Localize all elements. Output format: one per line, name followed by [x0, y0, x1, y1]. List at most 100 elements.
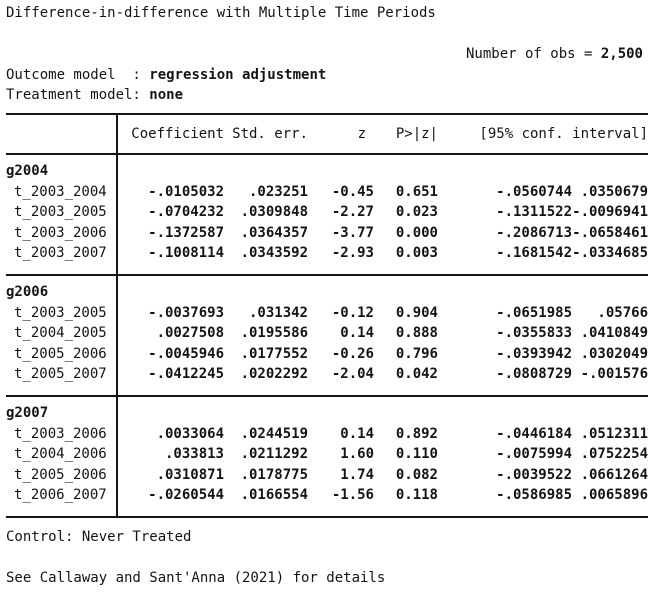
header-p-value: P>|z| [395, 125, 438, 142]
table-group-g2007: g2007 t_2003_2006 .0033064 .0244519 0.14 0.89… [6, 397, 648, 518]
cell-coef: -.0704232 [148, 204, 224, 221]
cell-z: -2.04 [331, 366, 374, 383]
treatment-model-value: none [149, 87, 184, 104]
table-row: t_2006_2007 -.0260544 .0166554 -1.56 0.118 -.… [6, 485, 648, 506]
table-body: g2004 t_2003_2004 -.0105032 .023251 -0.45 0.6… [6, 155, 648, 518]
control-note: Control: Never Treated [6, 528, 192, 545]
cell-z: -1.56 [331, 487, 374, 504]
cell-z: 1.74 [340, 466, 374, 483]
cell-ci_low: -.0446184 [496, 425, 572, 442]
table-group-label-row: g2004 [6, 161, 648, 182]
table-row: t_2003_2006 -.1372587 .0364357 -3.77 0.000 -.… [6, 223, 648, 244]
cell-p: 0.888 [395, 325, 438, 342]
cell-ci_high: -.0658461 [572, 224, 648, 241]
row-label: t_2003_2006 [14, 224, 107, 241]
row-label: t_2006_2007 [14, 487, 107, 504]
outcome-model-line: Outcome model : regression adjustment [0, 65, 653, 86]
spacer-line [0, 24, 653, 45]
cell-p: 0.023 [395, 204, 438, 221]
group-label: g2004 [6, 162, 49, 179]
cell-p: 0.796 [395, 345, 438, 362]
cell-p: 0.110 [395, 446, 438, 463]
cell-p: 0.082 [395, 466, 438, 483]
table-vertical-rule [116, 114, 118, 518]
cell-coef: -.0105032 [148, 183, 224, 200]
page-title: Difference-in-difference with Multiple T… [6, 5, 436, 21]
table-row: t_2004_2005 .0027508 .0195586 0.14 0.888 -.03… [6, 323, 648, 344]
table-row: t_2003_2005 -.0037693 .031342 -0.12 0.904 -.0… [6, 303, 648, 324]
cell-ci_low: -.0651985 [496, 304, 572, 321]
header-z: z [357, 125, 366, 142]
treatment-model-line: Treatment model: none [0, 85, 653, 106]
cell-coef: -.0037693 [148, 304, 224, 321]
cell-coef: .033813 [164, 446, 224, 463]
row-label: t_2005_2006 [14, 345, 107, 362]
cell-ci_high: .05766 [597, 304, 648, 321]
cell-coef: .0033064 [156, 425, 224, 442]
header-coefficient: Coefficient [131, 125, 224, 142]
outcome-model-value: regression adjustment [149, 66, 327, 83]
row-label: t_2004_2005 [14, 325, 107, 342]
cell-coef: -.1008114 [148, 245, 224, 262]
cell-z: -3.77 [331, 224, 374, 241]
table-group-g2004: g2004 t_2003_2004 -.0105032 .023251 -0.45 0.6… [6, 155, 648, 276]
cell-ci_high: .0410849 [580, 325, 648, 342]
table-footer: Control: Never Treated See Callaway and … [0, 527, 653, 589]
cell-p: 0.118 [395, 487, 438, 504]
table-row: t_2003_2007 -.1008114 .0343592 -2.93 0.003 -.… [6, 243, 648, 264]
cell-z: 0.14 [340, 425, 374, 442]
cell-ci_low: -.0355833 [496, 325, 572, 342]
cell-std_err: .031342 [248, 304, 308, 321]
cell-ci_low: -.0393942 [496, 345, 572, 362]
cell-ci_high: .0512311 [580, 425, 648, 442]
cell-std_err: .0202292 [240, 366, 308, 383]
header-label-cell [6, 115, 120, 153]
cell-std_err: .0211292 [240, 446, 308, 463]
group-label: g2007 [6, 404, 49, 421]
cell-std_err: .0178775 [240, 466, 308, 483]
table-row: t_2005_2006 -.0045946 .0177552 -0.26 0.796 -.… [6, 344, 648, 365]
cell-p: 0.651 [395, 183, 438, 200]
cell-std_err: .0195586 [240, 325, 308, 342]
table-row: t_2003_2005 -.0704232 .0309848 -2.27 0.023 -.… [6, 202, 648, 223]
table-group-label-row: g2006 [6, 282, 648, 303]
cell-std_err: .0309848 [240, 204, 308, 221]
cell-std_err: .0177552 [240, 345, 308, 362]
cell-ci_low: -.1681542 [496, 245, 572, 262]
cell-ci_low: -.0075994 [496, 446, 572, 463]
row-label: t_2003_2005 [14, 204, 107, 221]
cell-coef: -.0412245 [148, 366, 224, 383]
cell-std_err: .0244519 [240, 425, 308, 442]
cell-ci_low: -.1311522 [496, 204, 572, 221]
cell-z: 0.14 [340, 325, 374, 342]
cell-ci_high: .0065896 [580, 487, 648, 504]
cell-ci_low: -.0560744 [496, 183, 572, 200]
cell-ci_high: .0752254 [580, 446, 648, 463]
cell-z: 1.60 [340, 446, 374, 463]
cell-std_err: .0166554 [240, 487, 308, 504]
results-table: Coefficient Std. err. z P>|z| [95% conf.… [6, 112, 648, 518]
number-of-obs-label: Number of obs = [465, 46, 601, 63]
cell-coef: -.1372587 [148, 224, 224, 241]
cell-p: 0.892 [395, 425, 438, 442]
cell-p: 0.000 [395, 224, 438, 241]
cell-ci_low: -.0039522 [496, 466, 572, 483]
cell-ci_high: .0350679 [580, 183, 648, 200]
cell-z: -0.12 [331, 304, 374, 321]
table-row: t_2003_2006 .0033064 .0244519 0.14 0.892 -.04… [6, 424, 648, 445]
cell-ci_high: .0302049 [580, 345, 648, 362]
table-row: t_2005_2006 .0310871 .0178775 1.74 0.082 -.00… [6, 465, 648, 486]
cell-std_err: .023251 [248, 183, 308, 200]
number-of-obs-line: Number of obs = 2,500 [0, 44, 653, 65]
cell-p: 0.003 [395, 245, 438, 262]
table-row: t_2004_2006 .033813 .0211292 1.60 0.110 -.007… [6, 444, 648, 465]
cell-p: 0.904 [395, 304, 438, 321]
table-header-row: Coefficient Std. err. z P>|z| [95% conf.… [6, 115, 648, 155]
cell-z: -2.27 [331, 204, 374, 221]
row-label: t_2005_2006 [14, 466, 107, 483]
cell-coef: .0310871 [156, 466, 224, 483]
outcome-model-label: Outcome model : [6, 66, 150, 83]
row-label: t_2004_2006 [14, 446, 107, 463]
cell-std_err: .0343592 [240, 245, 308, 262]
